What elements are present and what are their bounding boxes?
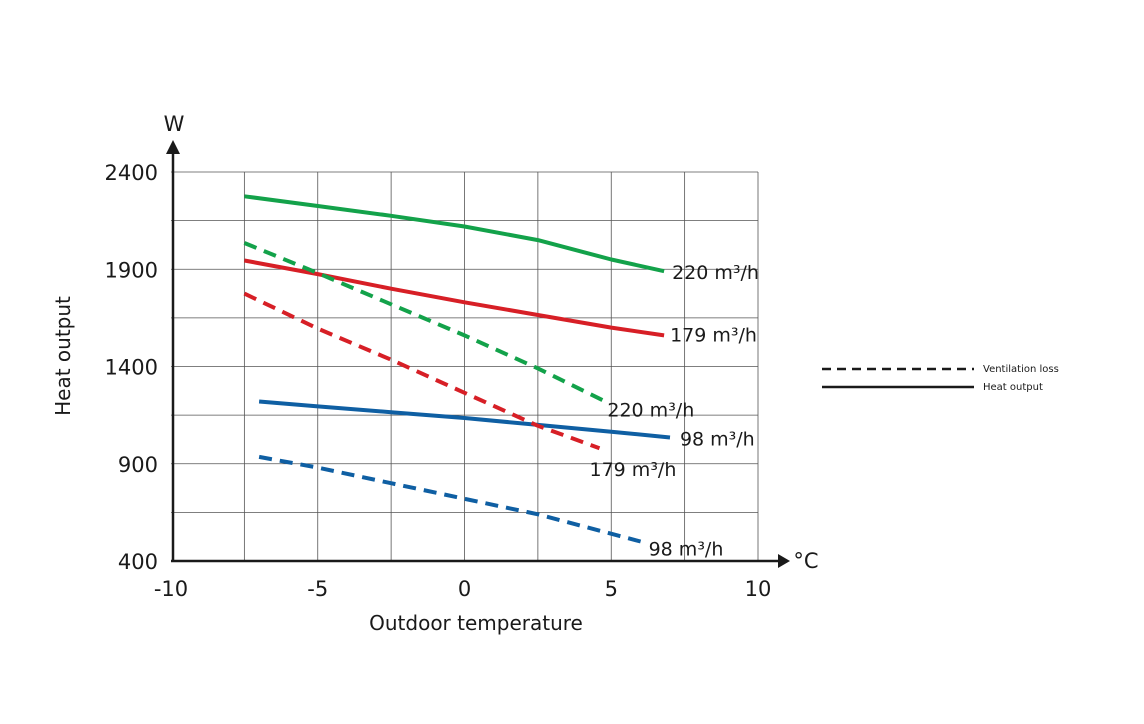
series-end-label: 98 m³/h <box>680 428 755 450</box>
grid <box>171 171 759 561</box>
y-tick-label: 2400 <box>105 161 158 185</box>
series-end-label: 220 m³/h <box>672 262 759 284</box>
x-tick-label: 5 <box>605 577 618 601</box>
x-tick-label: -10 <box>154 577 188 601</box>
legend: Ventilation loss Heat output <box>822 364 1059 393</box>
y-unit: W <box>164 112 185 136</box>
x-axis-title: Outdoor temperature <box>369 611 583 635</box>
axes <box>166 140 790 568</box>
y-tick-label: 900 <box>118 453 158 477</box>
series-line <box>243 241 607 404</box>
legend-label: Ventilation loss <box>983 364 1059 375</box>
series-lines <box>243 194 671 544</box>
series-line <box>258 454 642 544</box>
x-tick-label: -5 <box>307 577 328 601</box>
y-tick-label: 1400 <box>105 356 158 380</box>
y-axis-arrow <box>166 140 180 154</box>
legend-label: Heat output <box>983 382 1043 393</box>
y-tick-label: 400 <box>118 550 158 574</box>
tick-labels: -10 -5 0 5 10 400 900 1400 1900 2400 <box>105 161 772 601</box>
series-line <box>258 399 671 440</box>
series-line <box>244 258 665 338</box>
x-tick-label: 0 <box>458 577 471 601</box>
y-tick-label: 1900 <box>105 258 158 282</box>
series-end-label: 179 m³/h <box>590 459 677 481</box>
y-axis-title: Heat output <box>51 296 75 416</box>
series-end-label: 98 m³/h <box>649 539 724 561</box>
x-unit: °C <box>793 549 818 573</box>
series-line <box>244 194 665 274</box>
x-axis-arrow <box>778 554 790 568</box>
series-end-label: 179 m³/h <box>670 324 757 346</box>
series-end-label: 220 m³/h <box>607 400 694 422</box>
x-tick-label: 10 <box>745 577 772 601</box>
series-line <box>243 291 601 451</box>
